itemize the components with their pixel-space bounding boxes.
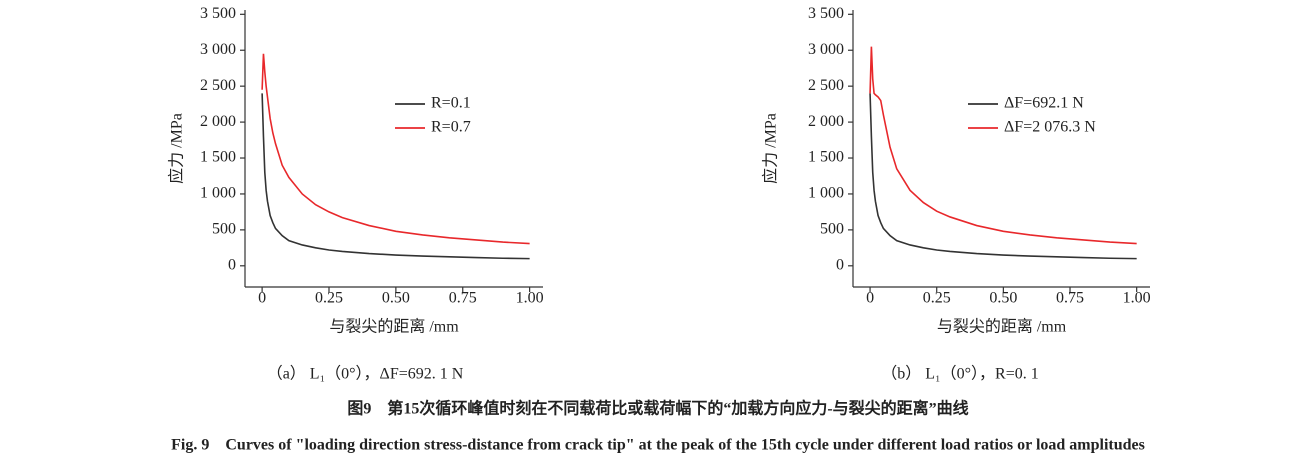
x-tick-label: 1.00 xyxy=(516,290,544,307)
y-tick-label: 2 500 xyxy=(200,77,236,94)
subcaption: （a） L₁（0°），ΔF=692. 1 N xyxy=(267,365,464,383)
data-line xyxy=(261,93,530,260)
x-tick-label: 0.50 xyxy=(382,290,410,307)
y-tick-label: 3 000 xyxy=(808,41,844,58)
y-tick-label: 3 500 xyxy=(808,5,844,22)
x-tick-label: 0.75 xyxy=(1056,290,1084,307)
y-tick-label: 1 000 xyxy=(200,185,236,202)
x-tick-label: 0.50 xyxy=(989,290,1017,307)
y-tick-label: 3 000 xyxy=(200,41,236,58)
x-tick-label: 0.25 xyxy=(315,290,343,307)
legend-label: ΔF=692.1 N xyxy=(1004,95,1084,112)
x-axis-title: 与裂尖的距离 /mm xyxy=(329,318,459,336)
data-line xyxy=(261,53,530,245)
y-tick-label: 1 000 xyxy=(808,185,844,202)
data-line xyxy=(869,46,1137,245)
y-tick-label: 2 500 xyxy=(808,77,844,94)
y-tick-label: 500 xyxy=(820,221,844,238)
y-axis-title: 应力 /MPa xyxy=(761,113,780,184)
y-axis-title: 应力 /MPa xyxy=(167,113,186,184)
x-tick-label: 0 xyxy=(866,290,874,307)
x-tick-label: 0 xyxy=(258,290,266,307)
data-line xyxy=(869,93,1137,260)
y-tick-label: 1 500 xyxy=(808,149,844,166)
subcaption: （b） L₁（0°），R=0. 1 xyxy=(881,365,1038,383)
legend-label: ΔF=2 076.3 N xyxy=(1004,119,1096,136)
y-tick-label: 3 500 xyxy=(200,5,236,22)
x-tick-label: 0.75 xyxy=(449,290,477,307)
y-tick-label: 0 xyxy=(228,256,236,273)
legend-label: R=0.1 xyxy=(431,95,471,112)
x-tick-label: 1.00 xyxy=(1123,290,1151,307)
y-tick-label: 0 xyxy=(836,256,844,273)
legend-label: R=0.7 xyxy=(431,119,471,136)
caption-en: Fig. 9 Curves of "loading direction stre… xyxy=(171,437,1145,454)
x-axis-title: 与裂尖的距离 /mm xyxy=(937,318,1067,336)
y-tick-label: 2 000 xyxy=(200,113,236,130)
caption-cn: 图9 第15次循环峰值时刻在不同载荷比或载荷幅下的“加载方向应力-与裂尖的距离”… xyxy=(347,399,968,418)
x-tick-label: 0.25 xyxy=(923,290,951,307)
y-tick-label: 500 xyxy=(212,221,236,238)
y-tick-label: 2 000 xyxy=(808,113,844,130)
y-tick-label: 1 500 xyxy=(200,149,236,166)
